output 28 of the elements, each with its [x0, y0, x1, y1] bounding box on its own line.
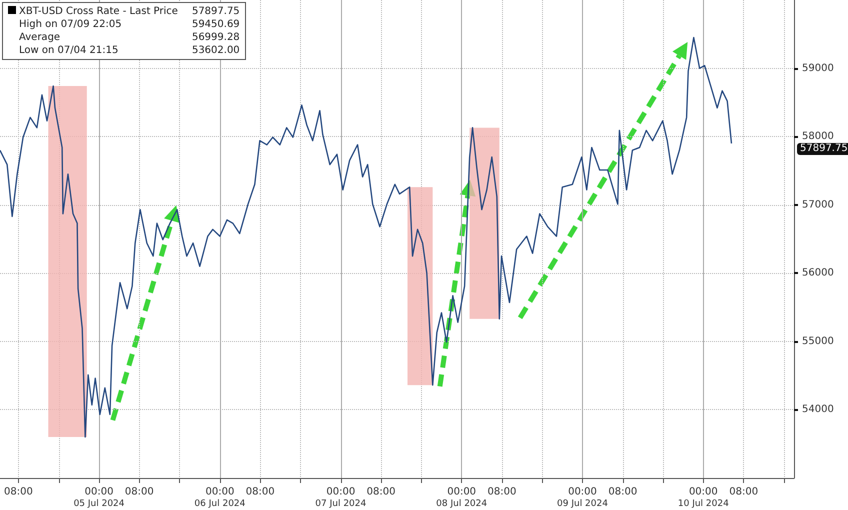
x-tick-label: 00:00 06 Jul 2024 — [194, 486, 246, 509]
x-tick-label: 08:00 — [729, 486, 758, 498]
x-tick-label: 08:00 — [4, 486, 33, 498]
annotation: 53602.00 — [192, 44, 240, 57]
annotation: High on 07/09 22:05 — [18, 18, 122, 31]
text: 57897.75 — [797, 143, 848, 156]
annotation: 56999.28 — [192, 31, 240, 44]
x-tick-label: 00:00 07 Jul 2024 — [315, 486, 367, 509]
x-tick-label: 00:00 08 Jul 2024 — [436, 486, 488, 509]
y-tick-label: 54000 — [802, 404, 834, 416]
annotation: Low on 07/04 21:15 — [18, 44, 118, 57]
y-tick-label: 58000 — [802, 131, 834, 142]
text: XBT-USD Cross Rate - Last Price — [19, 6, 178, 17]
y-tick-label: 56000 — [802, 268, 834, 279]
x-tick-label: 00:00 10 Jul 2024 — [678, 486, 730, 509]
x-tick-label: 08:00 — [124, 486, 154, 498]
y-tick-label: 57000 — [802, 199, 834, 210]
x-tick-label: 08:00 — [366, 486, 396, 498]
annotation: 59450.69 — [192, 18, 240, 31]
annotation: Average — [18, 31, 60, 44]
x-tick-label: 00:00 05 Jul 2024 — [74, 486, 125, 509]
y-tick-label: 59000 — [802, 62, 834, 74]
y-tick-label: 55000 — [802, 336, 834, 347]
annotation: 57897.75 — [192, 5, 240, 18]
x-tick-label: 00:00 09 Jul 2024 — [557, 486, 608, 509]
x-tick-label: 08:00 — [246, 486, 275, 498]
x-tick-label: 08:00 — [608, 486, 638, 498]
x-tick-label: 08:00 — [488, 486, 516, 498]
